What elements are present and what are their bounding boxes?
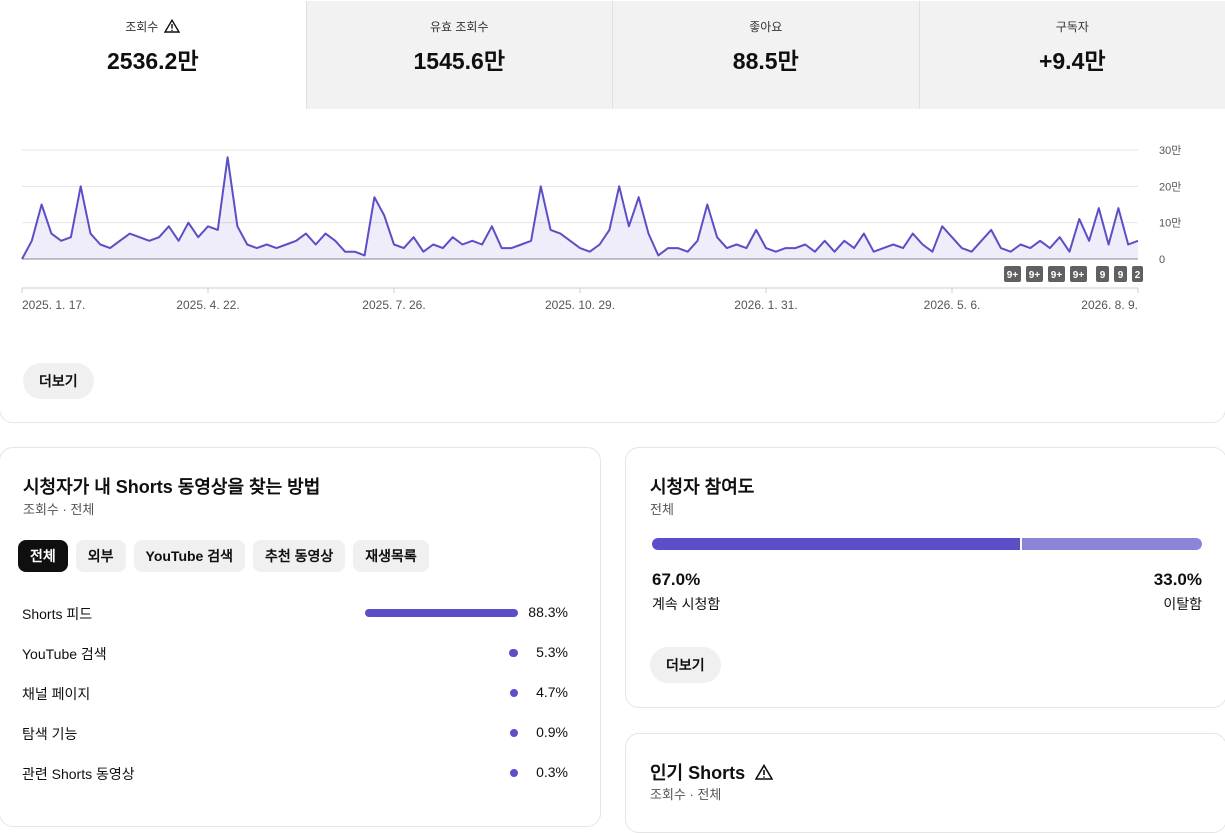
- source-percent: 5.3%: [536, 644, 568, 660]
- video-marker[interactable]: 9+: [1070, 266, 1087, 282]
- marker-label: 9+: [1007, 270, 1019, 281]
- x-tick-label: 2025. 10. 29.: [545, 298, 615, 312]
- source-bar: [510, 689, 518, 697]
- left-bar: [1022, 538, 1203, 550]
- traffic-row: Shorts 피드 88.3%: [22, 604, 568, 624]
- metric-value: 88.5만: [613, 42, 919, 76]
- source-name: Shorts 피드: [22, 604, 92, 624]
- traffic-row: YouTube 검색 5.3%: [22, 644, 568, 664]
- warning-icon: [755, 764, 773, 780]
- source-name: 탐색 기능: [22, 724, 77, 744]
- stayed-value: 67.0%: [652, 570, 700, 590]
- left-label: 이탈함: [1163, 594, 1202, 614]
- marker-label: 9: [1100, 270, 1106, 281]
- filter-chip[interactable]: 전체: [18, 540, 68, 572]
- y-tick-label: 0: [1159, 254, 1165, 266]
- traffic-title: 시청자가 내 Shorts 동영상을 찾는 방법: [23, 473, 320, 499]
- y-tick-label: 20만: [1159, 180, 1181, 193]
- source-name: 관련 Shorts 동영상: [22, 764, 135, 784]
- engagement-card: 시청자 참여도 전체 67.0% 계속 시청함 33.0% 이탈함 더보기: [625, 447, 1225, 708]
- traffic-row: 관련 Shorts 동영상 0.3%: [22, 764, 568, 784]
- left-value: 33.0%: [1154, 570, 1202, 590]
- marker-label: 9+: [1051, 270, 1063, 281]
- filter-chip[interactable]: 재생목록: [353, 540, 429, 572]
- x-tick-label: 2026. 1. 31.: [734, 298, 797, 312]
- source-name: YouTube 검색: [22, 644, 107, 664]
- metric-tabs: 조회수 2536.2만 유효 조회수 1545.6만 좋아요 88.5만 구독자 +9.4만: [0, 1, 1225, 109]
- filter-chip[interactable]: YouTube 검색: [134, 540, 245, 572]
- filter-chip[interactable]: 추천 동영상: [253, 540, 345, 572]
- metric-tab[interactable]: 유효 조회수 1545.6만: [306, 1, 613, 109]
- source-bar: [365, 609, 518, 617]
- popular-title: 인기 Shorts: [650, 759, 745, 785]
- x-tick-label: 2026. 8. 9.: [1081, 298, 1138, 312]
- metric-label: 유효 조회수: [307, 18, 613, 34]
- video-marker[interactable]: 9+: [1026, 266, 1043, 282]
- marker-label: 9+: [1029, 270, 1041, 281]
- video-marker[interactable]: 9: [1114, 266, 1127, 282]
- metric-label-text: 유효 조회수: [430, 18, 489, 35]
- video-marker[interactable]: 9: [1096, 266, 1109, 282]
- popular-subtitle: 조회수 · 전체: [650, 784, 721, 803]
- x-tick-label: 2025. 1. 17.: [22, 298, 85, 312]
- engagement-title: 시청자 참여도: [650, 473, 754, 499]
- metric-label-text: 조회수: [125, 18, 158, 35]
- more-button[interactable]: 더보기: [23, 363, 94, 399]
- source-percent: 4.7%: [536, 684, 568, 700]
- marker-label: 9+: [1073, 270, 1085, 281]
- metric-value: +9.4만: [920, 42, 1225, 76]
- metric-label: 좋아요: [613, 18, 919, 34]
- marker-label: 2: [1135, 270, 1141, 281]
- chart: 0 10만 20만 30만 2025. 1. 17. 2025. 4. 22. 2025. …: [0, 121, 1225, 421]
- metric-tab[interactable]: 좋아요 88.5만: [612, 1, 919, 109]
- metric-value: 2536.2만: [0, 42, 306, 76]
- engagement-subtitle: 전체: [650, 499, 674, 518]
- x-tick-label: 2026. 5. 6.: [924, 298, 981, 312]
- metric-value: 1545.6만: [307, 42, 613, 76]
- traffic-row: 탐색 기능 0.9%: [22, 724, 568, 744]
- metric-label-text: 좋아요: [749, 18, 782, 35]
- marker-label: 9: [1118, 270, 1124, 281]
- x-tick-label: 2025. 4. 22.: [176, 298, 239, 312]
- source-name: 채널 페이지: [22, 684, 90, 704]
- metric-label: 구독자: [920, 18, 1225, 34]
- source-bar: [510, 729, 518, 737]
- source-bar: [510, 769, 518, 777]
- metric-tab[interactable]: 조회수 2536.2만: [0, 1, 306, 109]
- source-bar: [509, 649, 518, 657]
- metric-label-text: 구독자: [1056, 18, 1089, 35]
- source-percent: 0.3%: [536, 764, 568, 780]
- source-percent: 0.9%: [536, 724, 568, 740]
- video-marker[interactable]: 2: [1132, 266, 1143, 282]
- more-button[interactable]: 더보기: [650, 647, 721, 683]
- popular-card: 인기 Shorts 조회수 · 전체: [625, 733, 1225, 833]
- area: [22, 157, 1138, 259]
- metric-tab[interactable]: 구독자 +9.4만: [919, 1, 1225, 109]
- traffic-row: 채널 페이지 4.7%: [22, 684, 568, 704]
- video-marker[interactable]: 9+: [1004, 266, 1021, 282]
- stayed-label: 계속 시청함: [652, 594, 720, 614]
- traffic-subtitle: 조회수 · 전체: [23, 499, 94, 518]
- source-percent: 88.3%: [528, 604, 568, 620]
- popular-header: 인기 Shorts: [650, 759, 773, 785]
- metric-label: 조회수: [0, 18, 306, 34]
- y-tick-label: 30만: [1159, 144, 1181, 157]
- filter-chip[interactable]: 외부: [76, 540, 126, 572]
- y-tick-label: 10만: [1159, 217, 1181, 230]
- engagement-bar: [652, 538, 1202, 550]
- video-marker[interactable]: 9+: [1048, 266, 1065, 282]
- x-tick-label: 2025. 7. 26.: [362, 298, 425, 312]
- stayed-bar: [652, 538, 1020, 550]
- warning-icon: [164, 19, 180, 33]
